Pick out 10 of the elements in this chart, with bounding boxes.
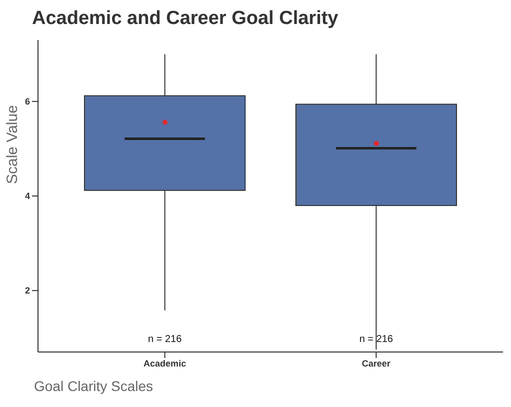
x-axis-title: Goal Clarity Scales (34, 378, 154, 394)
annotation: n = 216 (359, 334, 394, 345)
y-tick-label: 4 (24, 191, 30, 202)
x-tick-label: Career (362, 358, 391, 368)
y-tick-label: 2 (24, 286, 30, 296)
y-tick-label: 6 (24, 96, 30, 107)
x-tick-label: Academic (144, 358, 186, 368)
chart-title: Academic and Career Goal Clarity (32, 8, 340, 30)
annotation: n = 216 (148, 334, 182, 345)
y-axis-title: Scale Value (4, 105, 21, 184)
